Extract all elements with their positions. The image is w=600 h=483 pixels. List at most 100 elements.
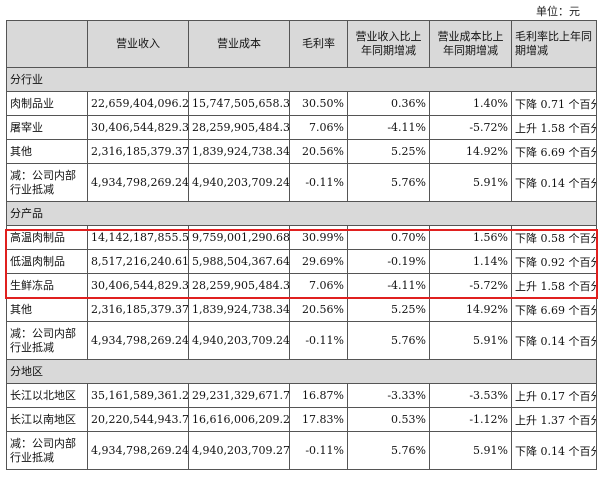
row-label: 减：公司内部行业抵减 (6, 321, 88, 360)
gross-margin-cell: 30.50% (289, 91, 348, 116)
revenue-cell: 20,220,544,943.74 (87, 407, 189, 432)
revenue-change-cell: 5.76% (347, 431, 430, 470)
margin-change-cell: 下降 0.14 个百分点 (511, 163, 597, 202)
margin-change-cell: 下降 0.14 个百分点 (511, 321, 597, 360)
revenue-change-cell: 5.76% (347, 321, 430, 360)
header-cost-change: 营业成本比上年同期增减 (429, 20, 512, 68)
gross-margin-cell: 16.87% (289, 383, 348, 408)
cost-cell: 4,940,203,709.24 (188, 163, 290, 202)
margin-change-cell: 下降 0.71 个百分点 (511, 91, 597, 116)
margin-change-cell: 上升 1.58 个百分点 (511, 115, 597, 140)
header-revenue-change: 营业收入比上年同期增减 (347, 20, 430, 68)
row-label: 长江以南地区 (6, 407, 88, 432)
cost-cell: 4,940,203,709.27 (188, 431, 290, 470)
gross-margin-cell: 30.99% (289, 225, 348, 250)
revenue-cell: 4,934,798,269.24 (87, 431, 189, 470)
table-row: 高温肉制品 14,142,187,855.59 9,759,001,290.68 30… (6, 225, 597, 250)
row-label: 其他 (6, 139, 88, 164)
cost-cell: 28,259,905,484.33 (188, 115, 290, 140)
section-row: 分行业 (6, 67, 597, 92)
cost-change-cell: 5.91% (429, 321, 512, 360)
row-label: 其他 (6, 297, 88, 322)
margin-change-cell: 上升 0.17 个百分点 (511, 383, 597, 408)
table-row: 其他 2,316,185,379.37 1,839,924,738.34 20.56%… (6, 139, 597, 164)
revenue-change-cell: -4.11% (347, 115, 430, 140)
row-label: 减：公司内部行业抵减 (6, 163, 88, 202)
revenue-change-cell: 5.25% (347, 139, 430, 164)
cost-change-cell: -5.72% (429, 273, 512, 298)
header-row: 营业收入 营业成本 毛利率 营业收入比上年同期增减 营业成本比上年同期增减 毛利… (6, 20, 597, 68)
revenue-change-cell: 5.25% (347, 297, 430, 322)
header-label-col (6, 20, 88, 68)
gross-margin-cell: 29.69% (289, 249, 348, 274)
row-label: 长江以北地区 (6, 383, 88, 408)
table-row: 减：公司内部行业抵减 4,934,798,269.24 4,940,203,709.… (6, 431, 597, 470)
revenue-cell: 2,316,185,379.37 (87, 139, 189, 164)
revenue-change-cell: -4.11% (347, 273, 430, 298)
gross-margin-cell: -0.11% (289, 321, 348, 360)
margin-change-cell: 上升 1.37 个百分点 (511, 407, 597, 432)
financial-table: 营业收入 营业成本 毛利率 营业收入比上年同期增减 营业成本比上年同期增减 毛利… (6, 20, 597, 470)
header-revenue: 营业收入 (87, 20, 189, 68)
table-row: 低温肉制品 8,517,216,240.61 5,988,504,367.64 29.… (6, 249, 597, 274)
margin-change-cell: 下降 6.69 个百分点 (511, 139, 597, 164)
revenue-cell: 4,934,798,269.24 (87, 163, 189, 202)
section-label: 分产品 (6, 201, 597, 226)
margin-change-cell: 下降 6.69 个百分点 (511, 297, 597, 322)
row-label: 肉制品业 (6, 91, 88, 116)
table-body: 分行业 肉制品业 22,659,404,096.20 15,747,505,658.3… (6, 67, 597, 470)
table-row: 长江以北地区 35,161,589,361.21 29,231,329,671.76… (6, 383, 597, 408)
cost-cell: 16,616,006,209.26 (188, 407, 290, 432)
header-cost: 营业成本 (188, 20, 290, 68)
gross-margin-cell: 7.06% (289, 273, 348, 298)
gross-margin-cell: 7.06% (289, 115, 348, 140)
table-row: 长江以南地区 20,220,544,943.74 16,616,006,209.26… (6, 407, 597, 432)
revenue-cell: 8,517,216,240.61 (87, 249, 189, 274)
table-row: 屠宰业 30,406,544,829.38 28,259,905,484.33 7.0… (6, 115, 597, 140)
table-header: 营业收入 营业成本 毛利率 营业收入比上年同期增减 营业成本比上年同期增减 毛利… (6, 20, 597, 68)
margin-change-cell: 下降 0.92 个百分点 (511, 249, 597, 274)
section-label: 分行业 (6, 67, 597, 92)
revenue-change-cell: 0.53% (347, 407, 430, 432)
cost-cell: 28,259,905,484.33 (188, 273, 290, 298)
cost-cell: 4,940,203,709.24 (188, 321, 290, 360)
row-label: 生鲜冻品 (6, 273, 88, 298)
revenue-change-cell: 0.70% (347, 225, 430, 250)
cost-change-cell: 5.91% (429, 431, 512, 470)
revenue-cell: 14,142,187,855.59 (87, 225, 189, 250)
cost-change-cell: 1.14% (429, 249, 512, 274)
row-label: 低温肉制品 (6, 249, 88, 274)
margin-change-cell: 上升 1.58 个百分点 (511, 273, 597, 298)
gross-margin-cell: 17.83% (289, 407, 348, 432)
cost-cell: 15,747,505,658.32 (188, 91, 290, 116)
section-row: 分地区 (6, 359, 597, 384)
cost-cell: 1,839,924,738.34 (188, 297, 290, 322)
gross-margin-cell: -0.11% (289, 163, 348, 202)
cost-cell: 1,839,924,738.34 (188, 139, 290, 164)
revenue-cell: 2,316,185,379.37 (87, 297, 189, 322)
section-label: 分地区 (6, 359, 597, 384)
header-margin-change: 毛利率比上年同期增减 (511, 20, 597, 68)
table-row: 肉制品业 22,659,404,096.20 15,747,505,658.32 30… (6, 91, 597, 116)
cost-change-cell: -5.72% (429, 115, 512, 140)
row-label: 高温肉制品 (6, 225, 88, 250)
cost-change-cell: 1.56% (429, 225, 512, 250)
cost-change-cell: -3.53% (429, 383, 512, 408)
row-label: 屠宰业 (6, 115, 88, 140)
margin-change-cell: 下降 0.58 个百分点 (511, 225, 597, 250)
section-row: 分产品 (6, 201, 597, 226)
cost-cell: 29,231,329,671.76 (188, 383, 290, 408)
cost-cell: 9,759,001,290.68 (188, 225, 290, 250)
table-row: 其他 2,316,185,379.37 1,839,924,738.34 20.56%… (6, 297, 597, 322)
revenue-change-cell: -3.33% (347, 383, 430, 408)
cost-change-cell: 14.92% (429, 297, 512, 322)
table-row: 减：公司内部行业抵减 4,934,798,269.24 4,940,203,709.… (6, 163, 597, 202)
table-row: 生鲜冻品 30,406,544,829.38 28,259,905,484.33 7.… (6, 273, 597, 298)
revenue-change-cell: -0.19% (347, 249, 430, 274)
unit-label: 单位：元 (536, 5, 580, 18)
revenue-cell: 30,406,544,829.38 (87, 273, 189, 298)
revenue-change-cell: 0.36% (347, 91, 430, 116)
revenue-change-cell: 5.76% (347, 163, 430, 202)
cost-change-cell: -1.12% (429, 407, 512, 432)
header-gross-margin: 毛利率 (289, 20, 348, 68)
